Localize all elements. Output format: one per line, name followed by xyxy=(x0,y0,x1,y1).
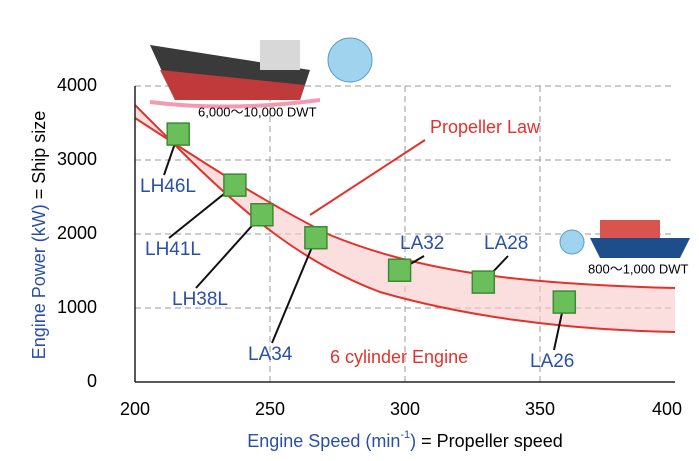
point-label: LH46L xyxy=(140,176,196,197)
point-label: LA34 xyxy=(248,344,293,365)
annotation: 6 cylinder Engine xyxy=(330,347,468,367)
point-label: LA26 xyxy=(530,351,574,372)
x-tick-label: 400 xyxy=(652,399,682,419)
bridge xyxy=(260,40,300,70)
x-label-rest: = Propeller speed xyxy=(421,431,563,451)
propeller-icon xyxy=(559,229,585,255)
x-tick-label: 350 xyxy=(525,399,555,419)
marker xyxy=(223,173,247,197)
wave xyxy=(149,98,321,109)
marker xyxy=(166,122,190,146)
band-upper xyxy=(134,117,676,289)
leader-line xyxy=(309,139,426,216)
x-label-sup: -1 xyxy=(400,429,410,441)
x-label-main: Engine Speed (min xyxy=(247,431,400,451)
band-fill xyxy=(135,105,675,332)
x-label-close: ) xyxy=(410,431,416,451)
x-axis-label: Engine Speed (min-1) = Propeller speed xyxy=(247,429,563,451)
propeller-icon xyxy=(327,37,373,83)
containers xyxy=(600,220,660,238)
ship-large xyxy=(149,37,373,109)
annotation: Propeller Law xyxy=(430,117,541,137)
marker xyxy=(387,258,412,283)
leader-line xyxy=(271,237,317,344)
point-label: LH38L xyxy=(172,289,228,310)
marker xyxy=(304,225,328,250)
marker xyxy=(250,203,274,227)
annotation: 6,000～10,000 DWT xyxy=(198,104,317,119)
y-axis-label: Engine Power (kW) = Ship size xyxy=(29,111,49,360)
hull-bottom xyxy=(160,70,305,100)
y-label-rest: = Ship size xyxy=(29,111,49,200)
x-tick-label: 300 xyxy=(390,399,420,419)
marker xyxy=(471,270,496,294)
y-tick-label: 3000 xyxy=(57,149,97,169)
x-tick-label: 200 xyxy=(120,399,150,419)
ship-small xyxy=(559,220,690,258)
hull xyxy=(590,238,690,258)
annotation: 800～1,000 DWT xyxy=(588,261,688,276)
point-label: LA32 xyxy=(400,233,444,254)
marker xyxy=(552,290,577,314)
y-tick-label: 0 xyxy=(87,371,97,391)
point-label: LA28 xyxy=(484,233,528,254)
leader-line xyxy=(195,214,263,289)
point-label: LH41L xyxy=(145,239,201,260)
x-tick-label: 250 xyxy=(255,399,285,419)
y-tick-label: 2000 xyxy=(57,223,97,243)
y-tick-label: 1000 xyxy=(57,297,97,317)
y-label-main: Engine Power (kW) xyxy=(29,204,49,359)
y-tick-label: 4000 xyxy=(57,75,97,95)
